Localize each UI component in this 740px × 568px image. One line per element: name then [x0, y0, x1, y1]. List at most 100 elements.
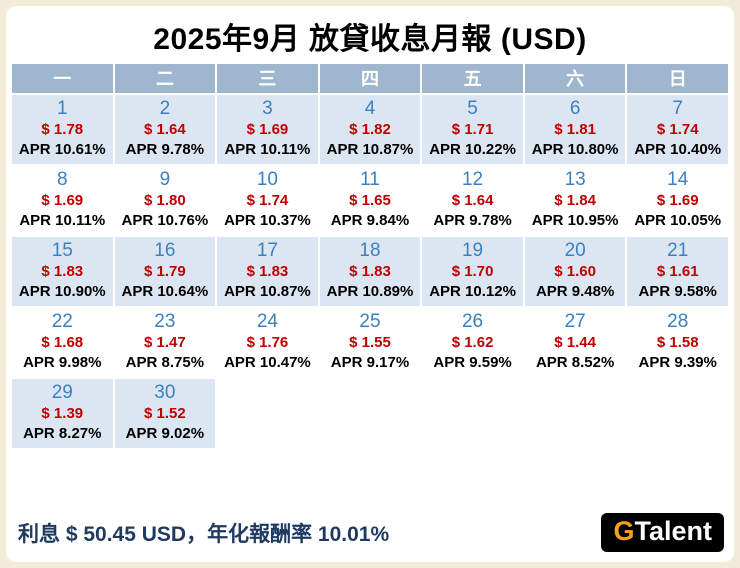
day-apr: APR 9.48%: [535, 282, 615, 300]
day-interest-amount: $ 1.74: [246, 192, 289, 210]
day-apr: APR 9.78%: [125, 140, 205, 158]
calendar-empty-cell: [627, 379, 728, 448]
day-interest-amount: $ 1.64: [143, 121, 186, 139]
calendar-day-cell: 26 $ 1.62 APR 9.59%: [422, 308, 523, 377]
day-apr: APR 10.64%: [121, 282, 209, 300]
calendar-day-cell: 14 $ 1.69 APR 10.05%: [627, 166, 728, 235]
day-number: 28: [667, 311, 689, 333]
weekday-header: 二: [114, 64, 216, 93]
day-interest-amount: $ 1.44: [554, 334, 596, 352]
day-apr: APR 9.02%: [125, 424, 205, 442]
day-interest-amount: $ 1.81: [554, 121, 596, 139]
calendar-day-cell: 13 $ 1.84 APR 10.95%: [524, 166, 626, 235]
day-interest-amount: $ 1.60: [554, 263, 596, 281]
day-apr: APR 9.84%: [330, 211, 410, 229]
day-apr: APR 10.05%: [634, 211, 722, 229]
day-interest-amount: $ 1.55: [349, 334, 391, 352]
day-apr: APR 10.76%: [121, 211, 209, 229]
weekday-header: 三: [217, 64, 318, 93]
calendar-day-cell: 25 $ 1.55 APR 9.17%: [319, 308, 421, 377]
calendar-day-cell: 19 $ 1.70 APR 10.12%: [422, 237, 523, 306]
calendar-day-cell: 18 $ 1.83 APR 10.89%: [319, 237, 421, 306]
day-interest-amount: $ 1.74: [656, 121, 699, 139]
day-number: 10: [256, 169, 278, 191]
day-number: 24: [256, 311, 278, 333]
calendar-day-cell: 8 $ 1.69 APR 10.11%: [12, 166, 113, 235]
day-interest-amount: $ 1.80: [143, 192, 186, 210]
calendar-empty-cell: [320, 379, 421, 448]
weekday-header: 一: [12, 64, 113, 93]
day-number: 14: [667, 169, 689, 191]
calendar-day-cell: 5 $ 1.71 APR 10.22%: [422, 95, 523, 164]
day-apr: APR 10.80%: [531, 140, 619, 158]
day-apr: APR 10.61%: [18, 140, 106, 158]
day-number: 7: [672, 98, 683, 120]
day-number: 25: [359, 311, 381, 333]
calendar-day-cell: 6 $ 1.81 APR 10.80%: [524, 95, 626, 164]
calendar-day-cell: 2 $ 1.64 APR 9.78%: [114, 95, 216, 164]
day-number: 29: [51, 382, 73, 404]
day-apr: APR 10.11%: [224, 140, 311, 158]
report-card: 2025年9月 放貸收息月報 (USD) 一二三四五六日 1 $ 1.78 APR 1…: [6, 6, 734, 562]
logo-text-rest: Talent: [634, 516, 712, 546]
day-interest-amount: $ 1.83: [246, 263, 289, 281]
calendar-day-cell: 27 $ 1.44 APR 8.52%: [524, 308, 626, 377]
day-number: 1: [56, 98, 68, 120]
calendar-day-cell: 22 $ 1.68 APR 9.98%: [12, 308, 113, 377]
day-apr: APR 10.87%: [224, 282, 311, 300]
day-interest-amount: $ 1.69: [656, 192, 699, 210]
day-number: 23: [154, 311, 176, 333]
day-apr: APR 9.59%: [433, 353, 512, 371]
day-apr: APR 10.95%: [531, 211, 619, 229]
weekday-header: 日: [627, 64, 728, 93]
day-interest-amount: $ 1.84: [554, 192, 596, 210]
calendar-day-cell: 9 $ 1.80 APR 10.76%: [114, 166, 216, 235]
day-number: 15: [51, 240, 73, 262]
calendar-empty-cell: [217, 379, 318, 448]
day-apr: APR 9.98%: [23, 353, 102, 371]
day-interest-amount: $ 1.39: [41, 405, 84, 423]
gtalent-logo: GTalent: [601, 513, 724, 552]
day-number: 20: [564, 240, 586, 262]
day-number: 22: [51, 311, 73, 333]
day-number: 26: [461, 311, 484, 333]
day-number: 6: [569, 98, 581, 120]
calendar-day-cell: 3 $ 1.69 APR 10.11%: [217, 95, 318, 164]
day-apr: APR 10.89%: [326, 282, 414, 300]
day-apr: APR 10.47%: [224, 353, 311, 371]
calendar-day-cell: 30 $ 1.52 APR 9.02%: [114, 379, 216, 448]
day-apr: APR 9.39%: [638, 353, 717, 371]
weekday-header: 六: [524, 64, 626, 93]
day-number: 11: [360, 169, 380, 191]
day-interest-amount: $ 1.79: [143, 263, 186, 281]
calendar-day-cell: 4 $ 1.82 APR 10.87%: [319, 95, 421, 164]
day-apr: APR 9.17%: [330, 353, 410, 371]
day-interest-amount: $ 1.64: [451, 192, 494, 210]
day-number: 8: [56, 169, 68, 191]
day-interest-amount: $ 1.62: [451, 334, 494, 352]
weekday-header: 四: [319, 64, 421, 93]
day-interest-amount: $ 1.71: [451, 121, 494, 139]
day-interest-amount: $ 1.68: [41, 334, 84, 352]
day-apr: APR 8.52%: [535, 353, 615, 371]
day-apr: APR 8.75%: [125, 353, 205, 371]
calendar-day-cell: 23 $ 1.47 APR 8.75%: [114, 308, 216, 377]
day-number: 12: [461, 169, 484, 191]
day-apr: APR 10.37%: [224, 211, 311, 229]
weekday-header: 五: [422, 64, 523, 93]
day-interest-amount: $ 1.69: [41, 192, 84, 210]
calendar-day-cell: 28 $ 1.58 APR 9.39%: [627, 308, 728, 377]
day-interest-amount: $ 1.70: [451, 263, 494, 281]
day-number: 27: [564, 311, 586, 333]
day-apr: APR 9.78%: [433, 211, 512, 229]
calendar-day-cell: 24 $ 1.76 APR 10.47%: [217, 308, 318, 377]
calendar-empty-cell: [525, 379, 626, 448]
day-number: 3: [262, 98, 273, 120]
calendar-day-cell: 7 $ 1.74 APR 10.40%: [627, 95, 728, 164]
day-number: 2: [159, 98, 171, 120]
day-apr: APR 10.87%: [326, 140, 414, 158]
day-apr: APR 10.12%: [429, 282, 516, 300]
day-apr: APR 10.90%: [18, 282, 106, 300]
logo-letter-g: G: [613, 516, 635, 546]
calendar-day-cell: 12 $ 1.64 APR 9.78%: [422, 166, 523, 235]
